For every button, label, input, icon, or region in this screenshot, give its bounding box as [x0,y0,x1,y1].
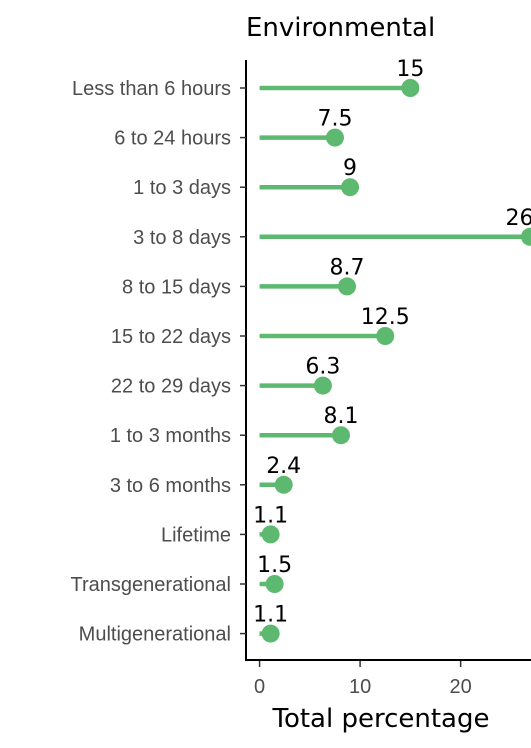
chart-marks: 15 7.5 9 26.9 8.7 12.5 6.3 8.1 2.4 1.1 1.5 1.1 [253,57,531,643]
value-label-6-to-24-hours: 7.5 [317,107,352,132]
x-tick-label-20: 20 [450,676,472,698]
x-tick-label-10: 10 [349,676,371,698]
category-label-3-to-8-days: 3 to 8 days [133,227,231,249]
value-label-8-to-15-days: 8.7 [330,255,365,280]
x-axis-ticks: 0 10 20 [254,661,472,698]
value-label-3-to-6-months: 2.4 [266,454,301,479]
category-label-6-to-24-hours: 6 to 24 hours [114,128,231,150]
point-6-to-24-hours [325,128,344,147]
point-22-to-29-days [313,376,332,395]
point-3-to-8-days [520,227,531,246]
point-lifetime [261,525,280,544]
point-1-to-3-months [332,426,350,445]
point-transgenerational [265,575,284,593]
category-label-less-than-6-hours: Less than 6 hours [72,78,231,100]
category-label-3-to-6-months: 3 to 6 months [110,475,231,497]
category-label-multigenerational: Multigenerational [79,624,231,646]
value-label-lifetime: 1.1 [253,503,288,528]
value-label-22-to-29-days: 6.3 [305,355,340,380]
point-less-than-6-hours [401,79,420,97]
category-label-1-to-3-months: 1 to 3 months [110,425,231,447]
category-label-8-to-15-days: 8 to 15 days [122,276,231,298]
point-15-to-22-days [376,327,395,345]
value-label-15-to-22-days: 12.5 [361,305,410,330]
value-label-transgenerational: 1.5 [257,553,292,578]
category-label-lifetime: Lifetime [161,524,231,546]
category-label-22-to-29-days: 22 to 29 days [111,376,231,398]
point-1-to-3-days [341,178,360,197]
x-axis-title: Total percentage [271,704,489,734]
point-8-to-15-days [338,277,357,296]
value-label-3-to-8-days: 26.9 [506,206,531,231]
category-label-1-to-3-days: 1 to 3 days [133,177,231,199]
x-tick-label-0: 0 [254,676,265,698]
chart-title: Environmental [246,13,435,43]
value-label-1-to-3-days: 9 [343,156,357,181]
value-label-1-to-3-months: 8.1 [324,404,359,429]
point-multigenerational [261,624,280,643]
y-axis-ticks: Less than 6 hours 6 to 24 hours 1 to 3 day… [71,78,246,646]
point-3-to-6-months [274,475,293,494]
value-label-less-than-6-hours: 15 [396,57,424,82]
category-label-transgenerational: Transgenerational [71,574,231,596]
value-label-multigenerational: 1.1 [253,603,288,628]
category-label-15-to-22-days: 15 to 22 days [111,326,231,348]
